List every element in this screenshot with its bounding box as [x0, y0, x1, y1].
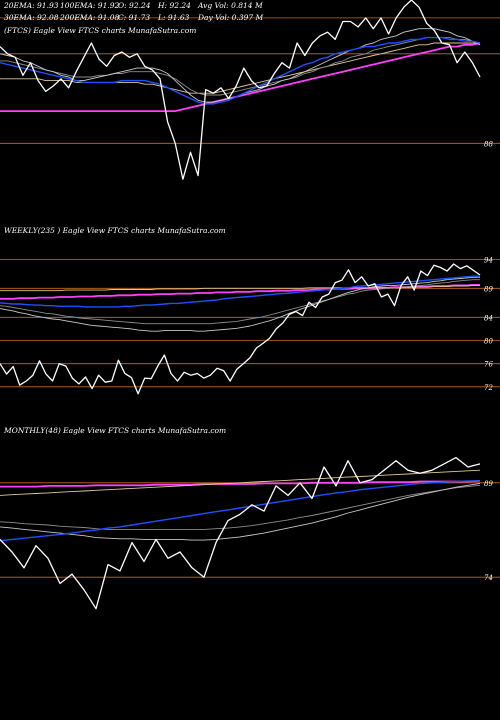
daily-close-label: C: 91.73: [118, 13, 150, 22]
daily-ema30-line: [0, 37, 481, 96]
weekly-axis-tick-5: 72: [484, 384, 493, 392]
monthly-series: [0, 456, 481, 610]
weekly-ema50-line: [0, 275, 480, 308]
monthly-panel: MONTHLY(48) Eagle View FTCS charts Munaf…: [0, 426, 500, 610]
daily-ema100-label: 100EMA: 91.92: [60, 1, 119, 10]
weekly-axis-tick-4: 76: [484, 361, 493, 369]
daily-high-label: H: 92.24: [157, 1, 191, 10]
daily-avgvol-label: Avg Vol: 0.814 M: [197, 1, 263, 10]
daily-panel: 20EMA: 91.93 100EMA: 91.92 O: 92.24 H: 9…: [0, 0, 500, 180]
weekly-axis-tick-1: 89: [484, 285, 493, 293]
weekly-axis-tick-0: 94: [484, 256, 493, 264]
daily-price-line: [0, 0, 481, 180]
daily-open-label: O: 92.24: [118, 1, 151, 10]
weekly-axis-tick-2: 84: [484, 314, 493, 322]
daily-series: [0, 0, 481, 180]
daily-low-label: L: 91.63: [157, 13, 190, 22]
monthly-ema50-line: [0, 480, 480, 542]
daily-ema200-line: [0, 42, 481, 112]
monthly-title: MONTHLY(48) Eagle View FTCS charts Munaf…: [3, 426, 226, 435]
monthly-grid: [0, 482, 500, 578]
weekly-price-line: [0, 263, 481, 395]
weekly-axis-ticks: 94 89 84 80 76 72: [484, 256, 493, 391]
daily-ema200-label: 200EMA: 91.08: [59, 13, 119, 22]
monthly-ema100-line: [0, 469, 481, 496]
daily-axis-ticks: 88: [484, 140, 493, 148]
monthly-ema20-line: [0, 482, 481, 541]
daily-axis-tick-0: 88: [484, 140, 493, 148]
daily-ema100-line: [0, 42, 480, 94]
weekly-axis-tick-3: 80: [484, 338, 493, 346]
weekly-grid: [0, 258, 500, 388]
monthly-ema30-line: [0, 484, 481, 530]
daily-title: (FTCS) Eagle View FTCS charts MunafaSutr…: [4, 26, 196, 35]
monthly-axis-tick-0: 89: [484, 480, 493, 488]
monthly-price-line: [0, 456, 481, 610]
monthly-axis-ticks: 89 74: [484, 480, 493, 582]
daily-dayvol-label: Day Vol: 0.397 M: [197, 13, 264, 22]
daily-ema30-label: 30EMA: 92.08: [4, 13, 59, 22]
monthly-ema200-line: [0, 480, 481, 488]
daily-ema50-line: [0, 36, 481, 105]
monthly-axis-tick-1: 74: [484, 574, 493, 582]
weekly-ema20-line: [0, 276, 480, 332]
weekly-panel: WEEKLY(235 ) Eagle View FTCS charts Muna…: [0, 226, 500, 395]
weekly-title: WEEKLY(235 ) Eagle View FTCS charts Muna…: [4, 226, 226, 235]
weekly-series: [0, 263, 481, 395]
daily-ema20-label: 20EMA: 91.93: [3, 1, 59, 10]
